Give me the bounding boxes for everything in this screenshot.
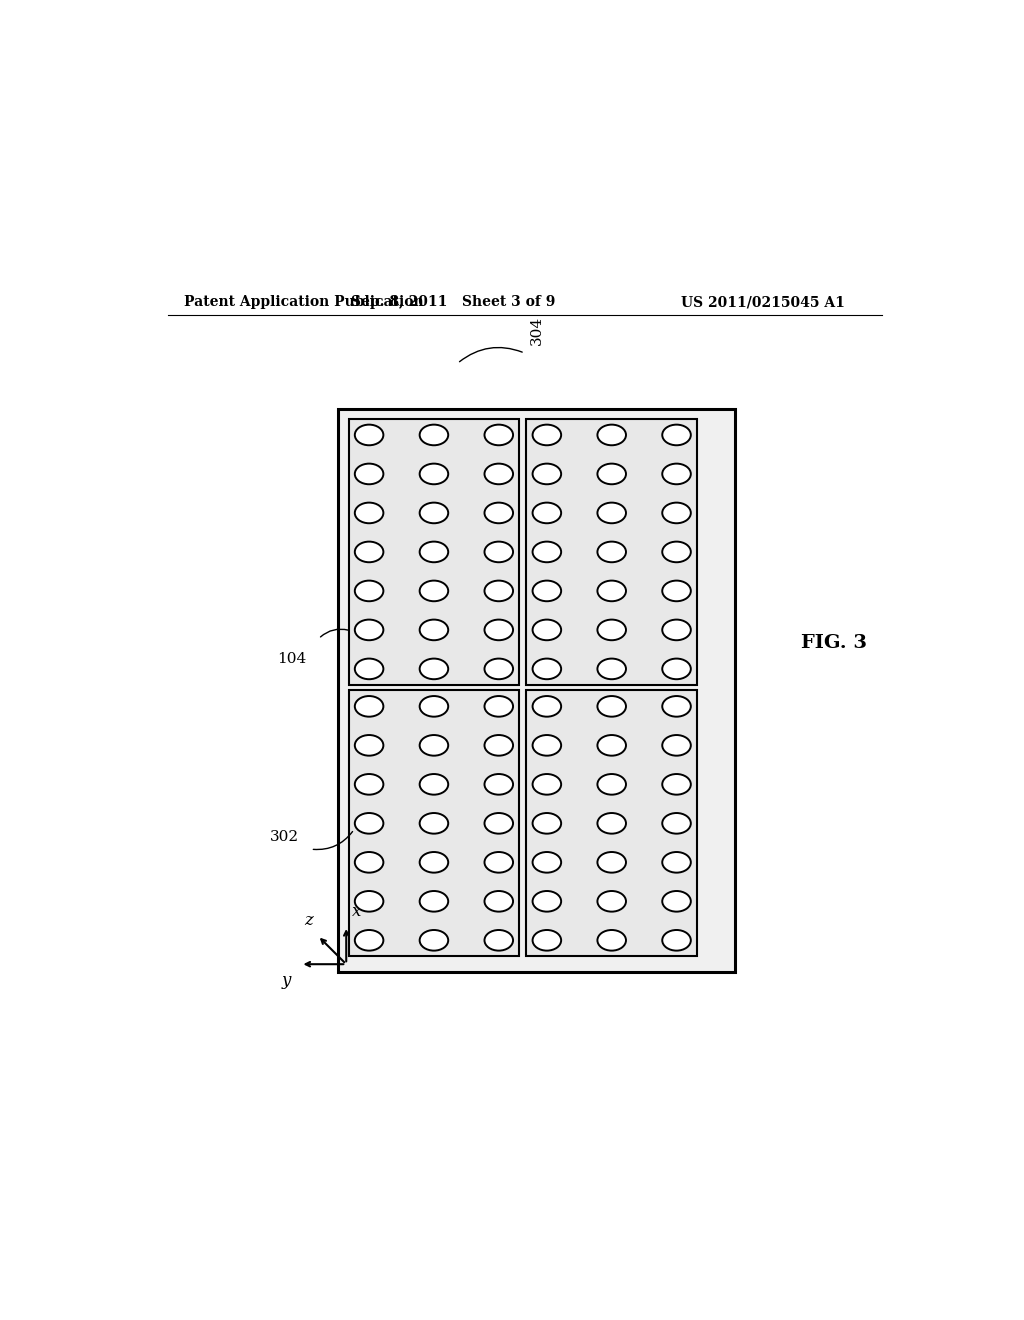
Ellipse shape: [663, 813, 691, 834]
Ellipse shape: [597, 696, 626, 717]
Ellipse shape: [420, 659, 449, 680]
Ellipse shape: [532, 891, 561, 912]
Ellipse shape: [354, 619, 383, 640]
Text: 302: 302: [269, 830, 299, 845]
Ellipse shape: [420, 931, 449, 950]
Ellipse shape: [532, 503, 561, 523]
Ellipse shape: [663, 659, 691, 680]
Ellipse shape: [484, 696, 513, 717]
Ellipse shape: [597, 851, 626, 873]
Ellipse shape: [484, 774, 513, 795]
Bar: [526, 418, 697, 685]
Bar: [338, 409, 735, 972]
Ellipse shape: [597, 891, 626, 912]
Ellipse shape: [420, 735, 449, 755]
Ellipse shape: [484, 619, 513, 640]
Ellipse shape: [663, 541, 691, 562]
Ellipse shape: [532, 541, 561, 562]
Ellipse shape: [597, 931, 626, 950]
Text: FIG. 3: FIG. 3: [802, 634, 867, 652]
Ellipse shape: [484, 813, 513, 834]
Ellipse shape: [354, 931, 383, 950]
Ellipse shape: [354, 503, 383, 523]
Ellipse shape: [663, 619, 691, 640]
Text: x: x: [352, 903, 361, 920]
Ellipse shape: [663, 735, 691, 755]
Ellipse shape: [420, 425, 449, 445]
Ellipse shape: [354, 774, 383, 795]
Ellipse shape: [532, 463, 561, 484]
Ellipse shape: [597, 619, 626, 640]
Ellipse shape: [532, 425, 561, 445]
Bar: [348, 418, 519, 685]
Bar: [348, 690, 519, 956]
Ellipse shape: [663, 891, 691, 912]
Ellipse shape: [354, 541, 383, 562]
Ellipse shape: [484, 463, 513, 484]
Ellipse shape: [420, 696, 449, 717]
Text: z: z: [304, 912, 312, 929]
Ellipse shape: [420, 619, 449, 640]
Ellipse shape: [354, 659, 383, 680]
Ellipse shape: [663, 425, 691, 445]
Text: Patent Application Publication: Patent Application Publication: [183, 296, 423, 309]
Ellipse shape: [663, 503, 691, 523]
Ellipse shape: [597, 774, 626, 795]
Ellipse shape: [420, 813, 449, 834]
Ellipse shape: [532, 774, 561, 795]
Ellipse shape: [532, 735, 561, 755]
Ellipse shape: [532, 696, 561, 717]
Ellipse shape: [354, 891, 383, 912]
Ellipse shape: [597, 813, 626, 834]
Ellipse shape: [420, 851, 449, 873]
Ellipse shape: [354, 581, 383, 601]
Ellipse shape: [663, 696, 691, 717]
Ellipse shape: [597, 541, 626, 562]
Ellipse shape: [354, 813, 383, 834]
Ellipse shape: [354, 696, 383, 717]
Ellipse shape: [354, 851, 383, 873]
Ellipse shape: [532, 931, 561, 950]
Text: y: y: [282, 972, 291, 989]
Ellipse shape: [484, 891, 513, 912]
Text: Sep. 8, 2011   Sheet 3 of 9: Sep. 8, 2011 Sheet 3 of 9: [351, 296, 556, 309]
Ellipse shape: [354, 425, 383, 445]
Ellipse shape: [663, 851, 691, 873]
Ellipse shape: [597, 735, 626, 755]
Ellipse shape: [597, 659, 626, 680]
Ellipse shape: [484, 931, 513, 950]
Ellipse shape: [663, 774, 691, 795]
Ellipse shape: [532, 851, 561, 873]
Ellipse shape: [354, 735, 383, 755]
Ellipse shape: [597, 463, 626, 484]
Ellipse shape: [532, 659, 561, 680]
Ellipse shape: [663, 931, 691, 950]
Ellipse shape: [484, 659, 513, 680]
Ellipse shape: [420, 503, 449, 523]
Text: US 2011/0215045 A1: US 2011/0215045 A1: [681, 296, 845, 309]
Ellipse shape: [420, 581, 449, 601]
Ellipse shape: [484, 541, 513, 562]
Ellipse shape: [597, 425, 626, 445]
Ellipse shape: [532, 581, 561, 601]
Ellipse shape: [484, 581, 513, 601]
Ellipse shape: [597, 581, 626, 601]
Ellipse shape: [420, 463, 449, 484]
Ellipse shape: [532, 813, 561, 834]
Ellipse shape: [484, 425, 513, 445]
Ellipse shape: [484, 735, 513, 755]
Ellipse shape: [597, 503, 626, 523]
Ellipse shape: [420, 774, 449, 795]
Ellipse shape: [420, 891, 449, 912]
Ellipse shape: [663, 463, 691, 484]
Ellipse shape: [484, 851, 513, 873]
Ellipse shape: [420, 541, 449, 562]
Text: 304: 304: [529, 315, 544, 346]
Ellipse shape: [663, 581, 691, 601]
Ellipse shape: [532, 619, 561, 640]
Text: 104: 104: [278, 652, 306, 665]
Bar: [526, 690, 697, 956]
Ellipse shape: [354, 463, 383, 484]
Ellipse shape: [484, 503, 513, 523]
